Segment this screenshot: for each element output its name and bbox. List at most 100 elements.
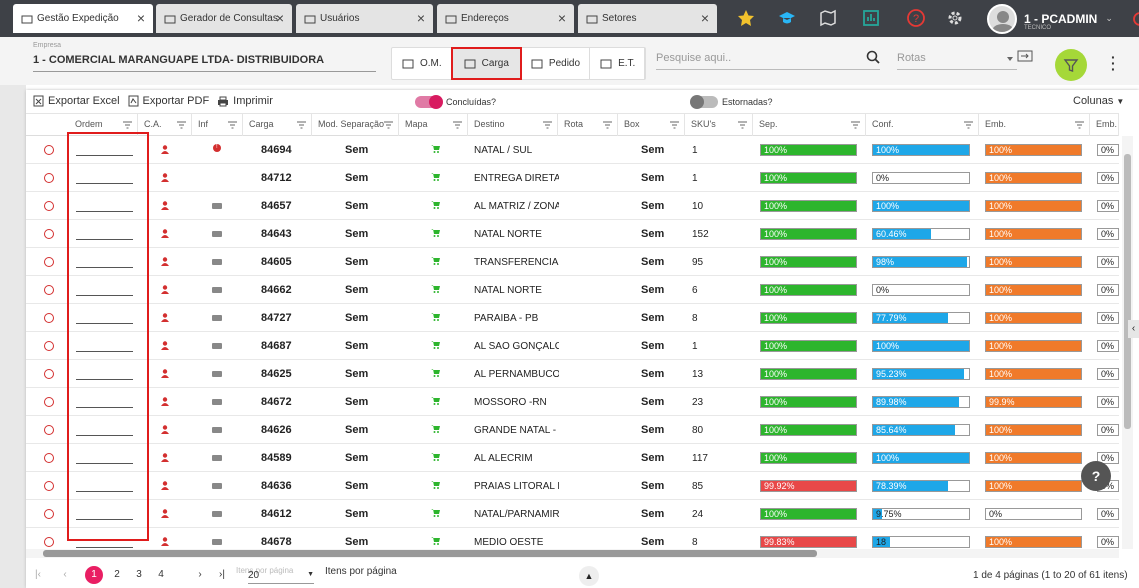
star-icon[interactable] xyxy=(736,8,756,28)
graduation-cap-icon[interactable] xyxy=(777,8,797,28)
horizontal-scrollbar[interactable] xyxy=(26,549,1119,558)
vertical-scrollbar[interactable] xyxy=(1122,136,1133,549)
scroll-thumb[interactable] xyxy=(1124,154,1131,429)
power-icon[interactable] xyxy=(1130,8,1139,28)
table-row[interactable]: 84657 Sem AL MATRIZ / ZONA Sem 10 100% 100% 100… xyxy=(26,192,1119,220)
tab-4[interactable]: Endereços × xyxy=(437,4,574,33)
concluidas-toggle[interactable] xyxy=(415,95,443,109)
export-pdf-button[interactable]: Exportar PDF xyxy=(128,95,209,107)
search-icon[interactable] xyxy=(866,50,880,64)
ordem-input[interactable] xyxy=(76,435,133,436)
user-menu[interactable]: 1 - PCADMIN TECNICO ⌄ xyxy=(987,3,1113,34)
page-3[interactable]: 3 xyxy=(136,569,142,580)
table-row[interactable]: 84612 Sem NATAL/PARNAMIRI Sem 24 100% 9.75% 0% 0… xyxy=(26,500,1119,528)
cart-icon[interactable] xyxy=(431,144,440,153)
tab-3[interactable]: Usuários × xyxy=(296,4,433,33)
filter-icon[interactable] xyxy=(177,121,186,129)
cart-icon[interactable] xyxy=(431,284,440,293)
table-row[interactable]: 84678 Sem MEDIO OESTE Sem 8 99.83% 18 100% 0% xyxy=(26,528,1119,549)
table-row[interactable]: 84687 Sem AL SAO GONÇALO Sem 1 100% 100% 100% 0% xyxy=(26,332,1119,360)
column-header-14[interactable]: Emb. xyxy=(1090,114,1119,136)
last-page-icon[interactable]: ›| xyxy=(219,569,225,580)
search-input[interactable]: Pesquise aqui.. xyxy=(656,52,880,70)
filter-icon[interactable] xyxy=(603,121,612,129)
close-icon[interactable]: × xyxy=(416,10,425,26)
cart-icon[interactable] xyxy=(431,200,440,209)
cart-icon[interactable] xyxy=(431,340,440,349)
ordem-input[interactable] xyxy=(76,267,133,268)
ordem-input[interactable] xyxy=(76,295,133,296)
table-row[interactable]: ! 84694 Sem NATAL / SUL Sem 1 100% 100% 100% 0% xyxy=(26,136,1119,164)
more-icon[interactable]: · · · xyxy=(1111,49,1116,77)
route-icon[interactable] xyxy=(1017,50,1033,64)
cart-icon[interactable] xyxy=(431,508,440,517)
column-header-2[interactable]: C.A. xyxy=(138,114,192,136)
gear-icon[interactable] xyxy=(945,8,965,28)
tab-5[interactable]: Setores × xyxy=(578,4,717,33)
filter-icon[interactable] xyxy=(228,121,237,129)
table-row[interactable]: 84626 Sem GRANDE NATAL - SI Sem 80 100% 85.64%… xyxy=(26,416,1119,444)
chevron-left-icon[interactable]: ‹ xyxy=(1128,320,1139,338)
ordem-input[interactable] xyxy=(76,323,133,324)
filter-icon[interactable] xyxy=(297,121,306,129)
table-row[interactable]: 84727 Sem PARAIBA - PB Sem 8 100% 77.79% 100% 0% xyxy=(26,304,1119,332)
filter-icon[interactable] xyxy=(1075,121,1084,129)
column-header-1[interactable]: Ordem xyxy=(69,114,138,136)
filter-icon[interactable] xyxy=(384,121,393,129)
cart-icon[interactable] xyxy=(431,312,440,321)
column-header-7[interactable]: Destino xyxy=(468,114,558,136)
tab-1[interactable]: Gestão Expedição × xyxy=(13,4,153,33)
column-header-6[interactable]: Mapa xyxy=(399,114,468,136)
column-header-11[interactable]: Sep. xyxy=(753,114,866,136)
table-row[interactable]: 84672 Sem MOSSORO -RN Sem 23 100% 89.98% 99.9% 0… xyxy=(26,388,1119,416)
column-header-13[interactable]: Emb. xyxy=(979,114,1090,136)
ordem-input[interactable] xyxy=(76,351,133,352)
chevron-down-icon[interactable] xyxy=(1006,55,1014,63)
help-circle-icon[interactable]: ? xyxy=(906,8,926,28)
column-header-3[interactable]: Inf xyxy=(192,114,243,136)
ordem-input[interactable] xyxy=(76,407,133,408)
ordem-input[interactable] xyxy=(76,463,133,464)
per-page-select[interactable]: 20 ▼ xyxy=(248,570,314,584)
tab-2[interactable]: Gerador de Consultas × xyxy=(156,4,292,33)
table-row[interactable]: 84643 Sem NATAL NORTE Sem 152 100% 60.46% 100% 0… xyxy=(26,220,1119,248)
columns-menu-button[interactable]: Colunas ▼ xyxy=(1073,95,1124,107)
map-icon[interactable] xyxy=(818,8,838,28)
table-row[interactable]: 84662 Sem NATAL NORTE Sem 6 100% 0% 100% 0% xyxy=(26,276,1119,304)
dashboard-icon[interactable] xyxy=(861,8,881,28)
filter-icon[interactable] xyxy=(738,121,747,129)
table-row[interactable]: 84712 Sem ENTREGA DIRETA-F Sem 1 100% 0% 100% 0% xyxy=(26,164,1119,192)
cart-icon[interactable] xyxy=(431,172,440,181)
rotas-select[interactable]: Rotas xyxy=(897,52,1017,70)
table-row[interactable]: 84625 Sem AL PERNAMBUCO Sem 13 100% 95.23% 100%… xyxy=(26,360,1119,388)
filter-icon[interactable] xyxy=(964,121,973,129)
segment-pedido[interactable]: Pedido xyxy=(521,48,591,79)
first-page-icon[interactable]: |‹ xyxy=(35,569,41,580)
ordem-input[interactable] xyxy=(76,155,133,156)
filter-icon[interactable] xyxy=(851,121,860,129)
prev-page-icon[interactable]: ‹ xyxy=(63,569,67,580)
table-row[interactable]: 84605 Sem TRANSFERENCIA S Sem 95 100% 98% 100% 0… xyxy=(26,248,1119,276)
column-header-4[interactable]: Carga xyxy=(243,114,312,136)
ordem-input[interactable] xyxy=(76,183,133,184)
chevron-up-icon[interactable]: ▲ xyxy=(579,566,599,586)
cart-icon[interactable] xyxy=(431,228,440,237)
ordem-input[interactable] xyxy=(76,491,133,492)
segment-om[interactable]: O.M. xyxy=(392,48,452,79)
export-excel-button[interactable]: Exportar Excel xyxy=(33,95,120,107)
table-row[interactable]: 84589 Sem AL ALECRIM Sem 117 100% 100% 100% 0% xyxy=(26,444,1119,472)
ordem-input[interactable] xyxy=(76,239,133,240)
ordem-input[interactable] xyxy=(76,211,133,212)
close-icon[interactable]: × xyxy=(557,10,566,26)
print-button[interactable]: Imprimir xyxy=(217,95,273,107)
ordem-input[interactable] xyxy=(76,519,133,520)
cart-icon[interactable] xyxy=(431,424,440,433)
close-icon[interactable]: × xyxy=(275,10,284,26)
column-header-12[interactable]: Conf. xyxy=(866,114,979,136)
cart-icon[interactable] xyxy=(431,536,440,545)
close-icon[interactable]: × xyxy=(700,10,709,26)
column-header-8[interactable]: Rota xyxy=(558,114,618,136)
estornadas-toggle[interactable] xyxy=(690,95,718,109)
filter-icon[interactable] xyxy=(123,121,132,129)
cart-icon[interactable] xyxy=(431,396,440,405)
